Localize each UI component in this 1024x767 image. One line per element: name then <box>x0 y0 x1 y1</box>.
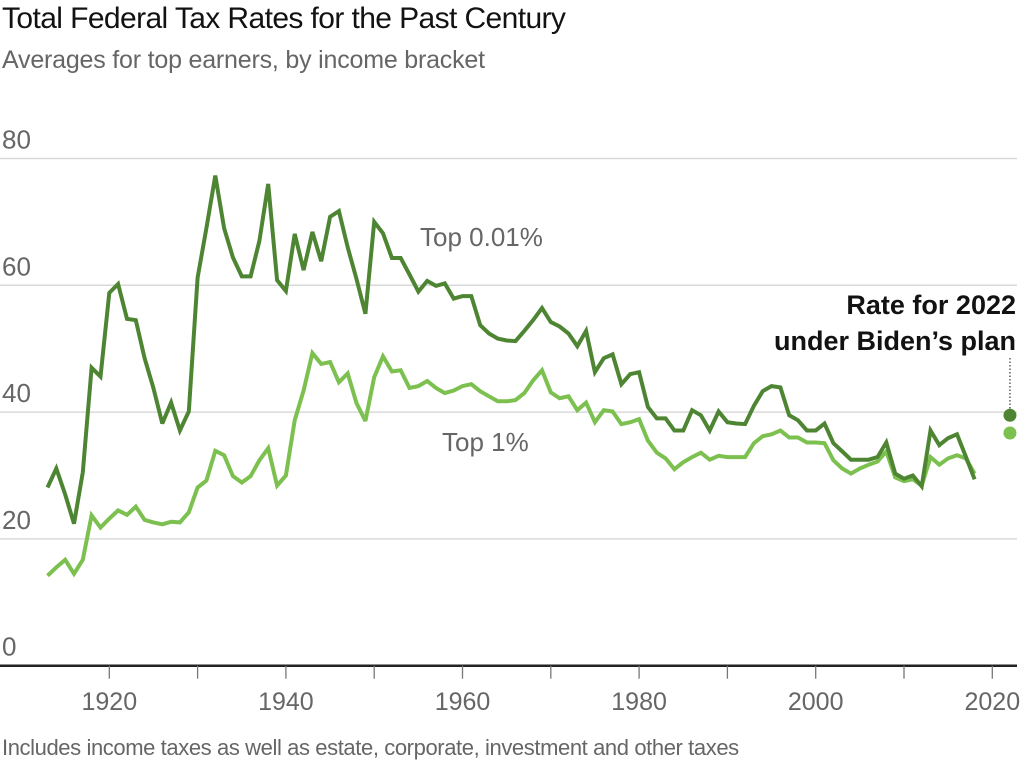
y-tick-label-40: 40 <box>2 378 31 408</box>
chart-footnote: Includes income taxes as well as estate,… <box>2 735 739 760</box>
x-axis: 1920 1940 1960 1980 2000 2020 <box>0 664 1020 716</box>
y-tick-label-20: 20 <box>2 505 31 535</box>
x-tick-label-1920: 1920 <box>81 688 137 716</box>
series-label-top-1: Top 1% <box>442 427 529 457</box>
annotation-line-1: Rate for 2022 <box>846 290 1016 320</box>
projection-dot-top-1 <box>1003 426 1017 440</box>
series-line-top-1 <box>46 348 977 578</box>
x-tick-label-2000: 2000 <box>788 688 844 716</box>
gridlines <box>0 157 1017 540</box>
x-tick-label-1980: 1980 <box>611 688 667 716</box>
y-tick-label-80: 80 <box>2 125 31 155</box>
chart-title: Total Federal Tax Rates for the Past Cen… <box>2 2 566 35</box>
y-tick-label-60: 60 <box>2 251 31 281</box>
series-line-top-001 <box>45 175 977 525</box>
x-tick-label-1940: 1940 <box>258 688 314 716</box>
x-tick-label-1960: 1960 <box>435 688 491 716</box>
y-tick-label-0: 0 <box>2 632 16 662</box>
series-lines <box>45 175 977 578</box>
series-labels: Top 0.01% Top 1% <box>420 222 543 457</box>
chart-subtitle: Averages for top earners, by income brac… <box>2 46 485 74</box>
projection-dot-top-001 <box>1003 408 1017 422</box>
projection-points <box>1003 358 1017 440</box>
projection-annotation: Rate for 2022 under Biden’s plan <box>774 290 1016 356</box>
y-axis-ticks: 0 20 40 60 80 <box>2 125 31 662</box>
x-tick-label-2020: 2020 <box>964 688 1020 716</box>
annotation-line-2: under Biden’s plan <box>774 326 1016 356</box>
series-label-top-001: Top 0.01% <box>420 222 543 252</box>
